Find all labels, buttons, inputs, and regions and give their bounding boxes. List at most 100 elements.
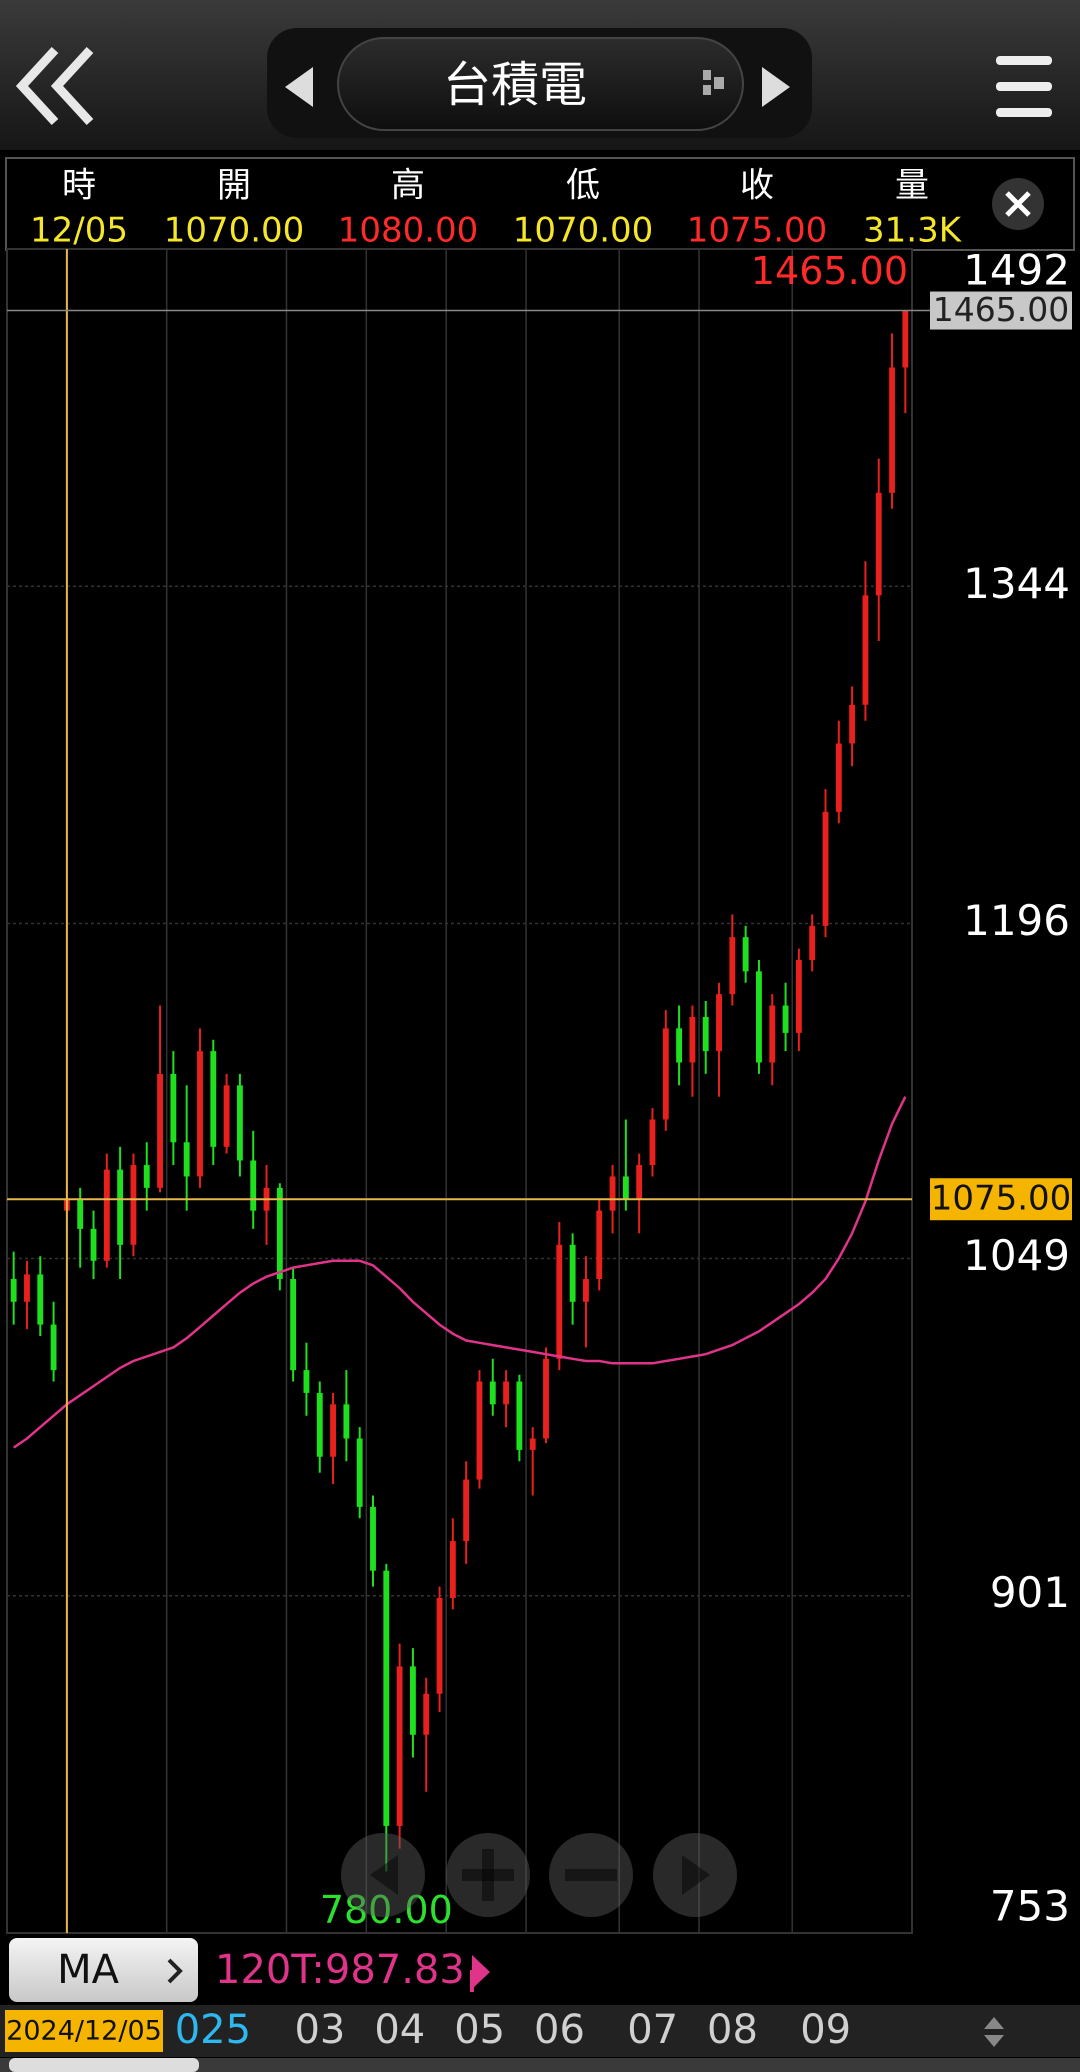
candle-body [290, 1278, 297, 1371]
zoom-in-button[interactable] [446, 1833, 530, 1917]
candle-body [396, 1666, 403, 1826]
ma-legend-arrow [472, 1955, 490, 1989]
ma-button-label: MA [57, 1947, 120, 1993]
x-tick-label: 03 [294, 2007, 345, 2053]
candle-body [103, 1169, 110, 1261]
plot-area [6, 248, 913, 1934]
info-high: 1080.00 [338, 211, 479, 251]
candle-body [130, 1165, 137, 1245]
candle-body [276, 1187, 283, 1279]
candle-body [50, 1324, 57, 1371]
candle-body [223, 1085, 230, 1147]
candle-body [902, 310, 909, 368]
candle-body [10, 1278, 17, 1302]
ma-button[interactable] [9, 1938, 198, 2002]
candle-body [170, 1073, 177, 1143]
y-tick-label: 901 [990, 1568, 1070, 1617]
candle-body [236, 1085, 243, 1161]
info-label: 時 [62, 166, 96, 206]
x-tick-label: 07 [627, 2007, 678, 2053]
prev-arrow[interactable] [285, 67, 313, 107]
scroll-left-button[interactable] [341, 1833, 425, 1917]
ma-line [12, 1096, 907, 1449]
x-tick-label: 06 [534, 2007, 585, 2053]
drag-handle [703, 70, 724, 95]
info-close: 1075.00 [687, 211, 828, 251]
info-date: 12/05 [30, 211, 128, 251]
crosshair-tag-label: 1075.00 [931, 1179, 1072, 1219]
scroll-right-button[interactable] [653, 1833, 737, 1917]
x-tick-label: 08 [707, 2007, 758, 2053]
y-tick-label: 1344 [963, 559, 1070, 608]
candle-body [583, 1278, 589, 1302]
candle-body [330, 1404, 336, 1457]
info-open: 1070.00 [164, 211, 305, 251]
candle-body [157, 1073, 163, 1188]
candle-body [503, 1381, 510, 1405]
x-tick-label: 05 [454, 2007, 505, 2053]
candle-body [197, 1051, 203, 1177]
candle-body [476, 1381, 483, 1480]
zoom-out-button[interactable] [549, 1833, 633, 1917]
x-tick-label: 09 [800, 2007, 851, 2053]
candle-body [729, 937, 736, 995]
candle-body [516, 1381, 523, 1450]
x-tick-label: 04 [374, 2007, 425, 2053]
candle-body [556, 1244, 563, 1359]
candle-body [716, 994, 722, 1052]
candle-body [835, 743, 842, 812]
crosshair-tag [930, 1178, 1072, 1221]
candle-body [303, 1370, 310, 1393]
candle-body [676, 1028, 683, 1063]
candle-body [117, 1169, 124, 1245]
info-label: 低 [566, 166, 600, 206]
month-row [0, 2005, 1080, 2057]
info-label: 收 [740, 166, 774, 206]
candle-body [356, 1438, 363, 1507]
info-label: 高 [391, 166, 425, 206]
info-label: 量 [895, 166, 929, 206]
next-arrow[interactable] [762, 67, 790, 107]
candle-body [662, 1028, 669, 1120]
back-chevron [50, 46, 94, 126]
date-tag [5, 2010, 163, 2052]
candle-body [596, 1210, 603, 1279]
candle-body [636, 1165, 643, 1200]
menu-button[interactable] [996, 56, 1052, 117]
candle-body [316, 1392, 323, 1457]
candle-body [849, 704, 856, 744]
candle-body [769, 1005, 776, 1063]
candle-body [463, 1479, 470, 1542]
candle-body [689, 1016, 696, 1063]
title-pill[interactable] [337, 37, 744, 131]
bottom-tab[interactable] [9, 2058, 199, 2072]
back-button[interactable] [15, 46, 94, 126]
candle-body [489, 1381, 496, 1405]
zoom-icons [370, 1849, 710, 1901]
candle-body [569, 1244, 576, 1302]
ma-legend: 120T:987.83 [215, 1947, 465, 1993]
candle-body [436, 1598, 443, 1694]
scroll-indicator[interactable] [984, 2017, 1004, 2047]
candle-body [24, 1274, 30, 1302]
candle-body [543, 1358, 549, 1439]
candle-body [529, 1438, 536, 1450]
bottom-bar [0, 2058, 1080, 2072]
x-tick-label: 025 [175, 2007, 251, 2053]
candle-body [795, 959, 802, 1033]
candle-body [250, 1160, 257, 1211]
candle-body [77, 1199, 84, 1229]
last-price-tag [930, 291, 1072, 330]
candle-body [210, 1051, 217, 1147]
candle-body [822, 811, 829, 926]
candle-body [875, 492, 882, 596]
candle-body [609, 1176, 616, 1211]
candle-body [809, 925, 816, 960]
y-tick-label: 1049 [963, 1231, 1070, 1280]
candle-body [862, 595, 869, 705]
ma-chevron [167, 1958, 183, 1984]
zoom-controls [341, 1833, 737, 1917]
close-icon [1005, 191, 1031, 217]
